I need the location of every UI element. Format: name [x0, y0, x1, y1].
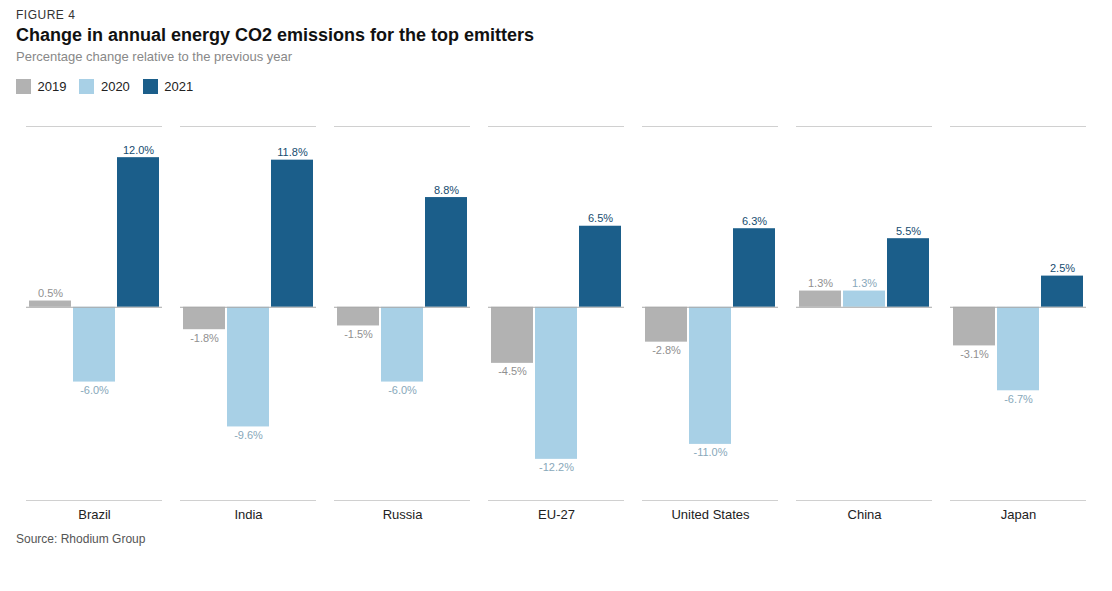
svg-text:-3.1%: -3.1%: [960, 347, 989, 359]
svg-text:-1.5%: -1.5%: [344, 327, 373, 339]
html-text:Source: Rhodium Group: Source: Rhodium Group: [16, 531, 146, 546]
svg-text:EU-27: EU-27: [538, 506, 575, 521]
svg-text:8.8%: 8.8%: [434, 183, 459, 195]
html-text:2021: 2021: [164, 79, 194, 94]
html-text:2019: 2019: [37, 79, 67, 94]
svg-text:1.3%: 1.3%: [852, 277, 877, 289]
svg-text:Brazil: Brazil: [78, 506, 111, 521]
svg-text:-6.0%: -6.0%: [388, 383, 417, 395]
svg-text:0.5%: 0.5%: [38, 287, 63, 299]
svg-text:-4.5%: -4.5%: [498, 365, 527, 377]
svg-text:United States: United States: [671, 506, 750, 521]
svg-text:China: China: [848, 506, 883, 521]
svg-text:-2.8%: -2.8%: [652, 343, 681, 355]
html-text:Percentage change relative to: Percentage change relative to the previo…: [16, 49, 293, 64]
svg-text:-1.8%: -1.8%: [190, 331, 219, 343]
svg-text:Japan: Japan: [1001, 506, 1036, 521]
html-text:FIGURE 4: FIGURE 4: [16, 8, 76, 22]
svg-text:1.3%: 1.3%: [808, 277, 833, 289]
svg-text:5.5%: 5.5%: [896, 224, 921, 236]
html-text:Change in annual energy CO2 em: Change in annual energy CO2 emissions fo…: [16, 25, 535, 45]
svg-text:-9.6%: -9.6%: [234, 428, 263, 440]
svg-text:-12.2%: -12.2%: [539, 461, 574, 473]
svg-text:Russia: Russia: [383, 506, 424, 521]
svg-text:-6.7%: -6.7%: [1004, 392, 1033, 404]
svg-text:India: India: [234, 506, 263, 521]
svg-text:-6.0%: -6.0%: [80, 383, 109, 395]
svg-text:12.0%: 12.0%: [123, 143, 154, 155]
svg-text:6.3%: 6.3%: [742, 214, 767, 226]
html-text:2020: 2020: [100, 79, 130, 94]
svg-text:-11.0%: -11.0%: [693, 446, 727, 458]
svg-text:2.5%: 2.5%: [1050, 262, 1075, 274]
svg-text:6.5%: 6.5%: [588, 212, 613, 224]
svg-text:11.8%: 11.8%: [277, 146, 308, 158]
